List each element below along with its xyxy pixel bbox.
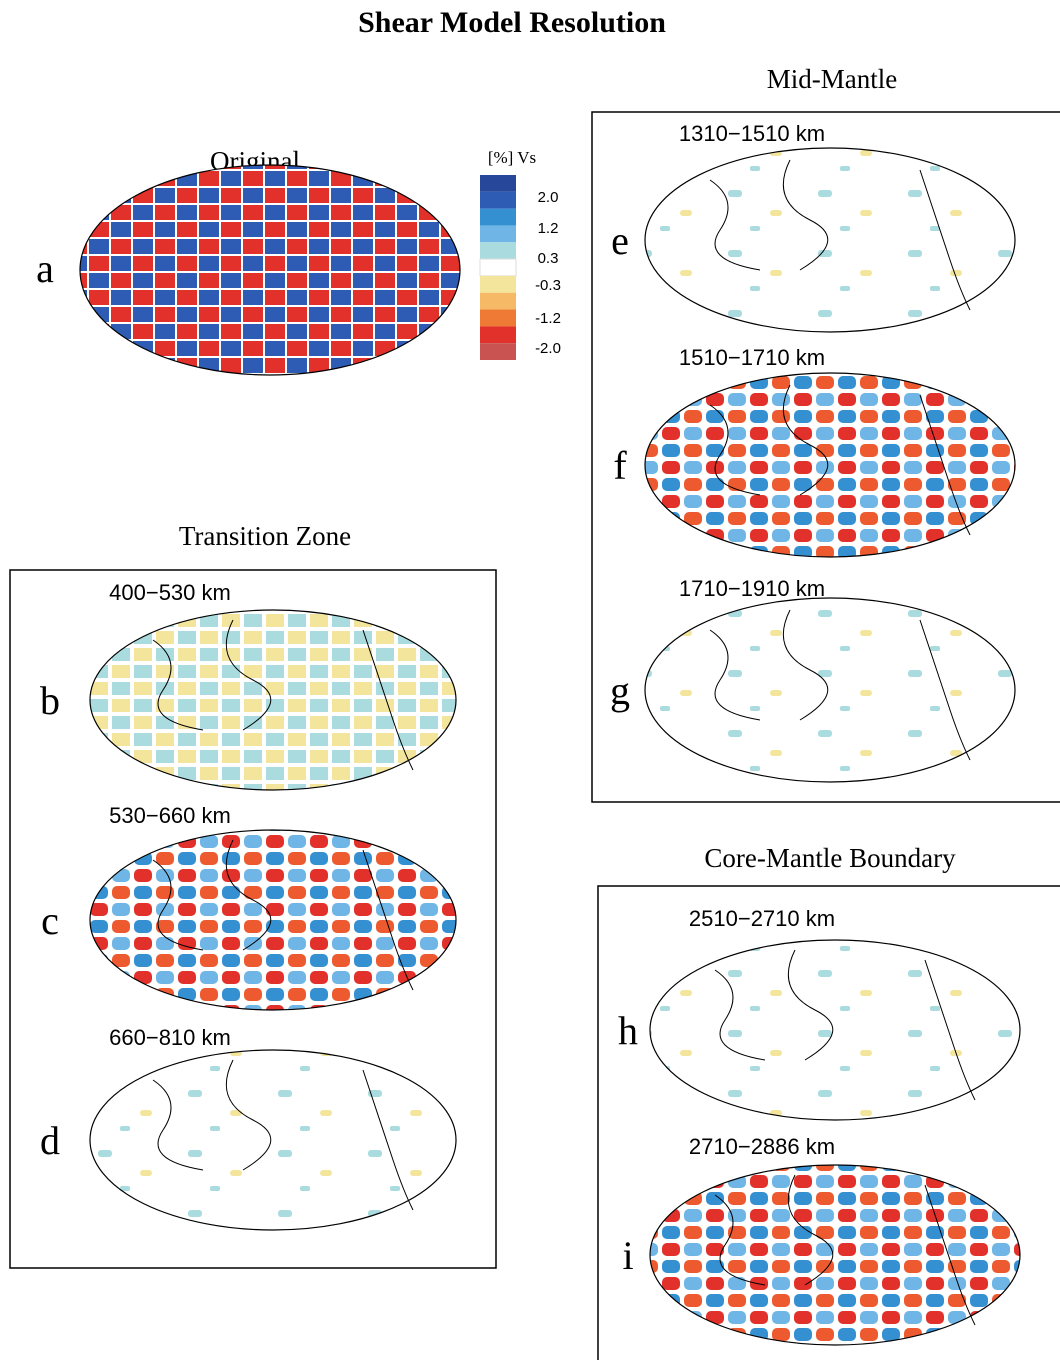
legend-label: 1.2 [538, 220, 559, 237]
legend-title: [%] Vs [488, 148, 536, 167]
legend: 2.0 1.2 0.3 -0.3 -1.2 -2.0 [479, 175, 561, 360]
map [90, 1050, 456, 1230]
panel-letter: h [618, 1008, 638, 1053]
legend-swatch [480, 292, 516, 310]
coastline [709, 384, 971, 536]
panel-letter: i [622, 1233, 633, 1278]
map [90, 610, 456, 790]
legend-swatch [480, 343, 516, 360]
map [650, 940, 1020, 1120]
map [80, 165, 460, 375]
coastline [709, 609, 971, 761]
panel-letter: e [611, 218, 629, 263]
legend-swatch [479, 258, 517, 277]
map-outline [79, 164, 461, 376]
map [645, 373, 1015, 557]
map [650, 1165, 1020, 1345]
legend-label: 2.0 [538, 189, 559, 206]
coastline [714, 949, 976, 1101]
depth-label: 2510−2710 km [689, 906, 835, 931]
depth-label: 1710−1910 km [679, 576, 825, 601]
group-box [597, 885, 1060, 1360]
legend-label: -1.2 [535, 310, 561, 327]
map [645, 148, 1015, 332]
panel-letter: g [610, 668, 630, 713]
legend-label: -2.0 [535, 340, 561, 357]
map-outline [644, 597, 1016, 783]
legend-swatch [480, 326, 516, 344]
panel-letter: a [36, 246, 54, 291]
legend-swatch [480, 275, 516, 293]
coastline [152, 619, 414, 771]
panel-letter: b [40, 678, 60, 723]
map-outline [649, 1164, 1021, 1346]
depth-label: 530−660 km [109, 803, 231, 828]
map-outline [89, 609, 457, 791]
depth-label: 2710−2886 km [689, 1134, 835, 1159]
map-outline [649, 939, 1021, 1121]
panel-letter: f [613, 443, 627, 488]
depth-label: 1310−1510 km [679, 121, 825, 146]
depth-label: 400−530 km [109, 580, 231, 605]
legend-swatch [480, 175, 516, 192]
group-heading: Mid-Mantle [767, 64, 897, 94]
legend-swatch [480, 225, 516, 243]
legend-swatch [480, 191, 516, 209]
legend-label: 0.3 [538, 250, 559, 267]
legend-swatch [480, 242, 516, 260]
title: Shear Model Resolution [358, 6, 666, 39]
map [645, 598, 1015, 782]
map-outline [644, 372, 1016, 558]
map-outline [644, 147, 1016, 333]
map-outline [89, 1049, 457, 1231]
panel-letter: c [41, 898, 59, 943]
group-box [591, 111, 1060, 803]
map [90, 830, 456, 1010]
group-heading: Core-Mantle Boundary [704, 843, 956, 873]
coastline [714, 1174, 976, 1326]
group-box [9, 569, 497, 1269]
legend-swatch [480, 208, 516, 226]
panel-letter: d [40, 1118, 60, 1163]
coastline [709, 159, 971, 311]
group-heading: Transition Zone [179, 521, 351, 551]
map-outline [89, 829, 457, 1011]
coastline [152, 839, 414, 991]
legend-swatch [480, 309, 516, 327]
legend-label: -0.3 [535, 277, 561, 294]
coastline [152, 1059, 414, 1211]
depth-label: 660−810 km [109, 1025, 231, 1050]
groups: Transition Zone 400−530 km b 530−660 km c 660… [9, 64, 1060, 1360]
depth-label: 1510−1710 km [679, 345, 825, 370]
